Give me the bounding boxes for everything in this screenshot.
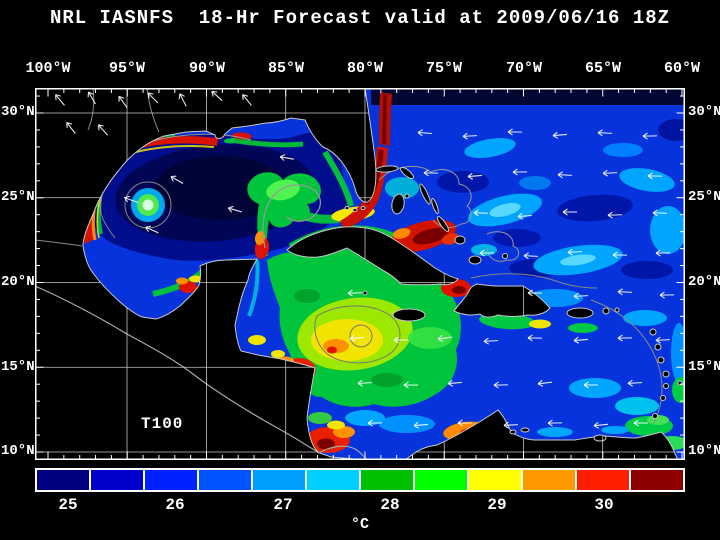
- colorbar-segment: [197, 470, 251, 490]
- lon-label: 100°W: [25, 60, 71, 77]
- lon-label: 80°W: [346, 60, 384, 77]
- colorbar-segment: [305, 470, 359, 490]
- lon-label: 85°W: [267, 60, 305, 77]
- lat-label: 20°N: [1, 274, 35, 290]
- colorbar-segment: [629, 470, 683, 490]
- lat-label: 30°N: [1, 104, 35, 120]
- lon-label: 95°W: [108, 60, 146, 77]
- map-frame: [35, 88, 685, 460]
- colorbar: [35, 468, 685, 492]
- lat-label: 25°N: [688, 189, 720, 205]
- colorbar-segment: [89, 470, 143, 490]
- island-puerto-rico: [566, 307, 594, 319]
- colorbar-tick-label: 30: [594, 496, 614, 514]
- island-jamaica: [392, 308, 426, 322]
- map-svg: T100: [35, 88, 685, 460]
- colorbar-tick-label: 29: [487, 496, 507, 514]
- lon-label: 60°W: [663, 60, 701, 77]
- colorbar-segment: [467, 470, 521, 490]
- colorbar-segment: [359, 470, 413, 490]
- bahamas-warm-patch: [389, 219, 460, 253]
- colorbar-segment: [521, 470, 575, 490]
- colorbar-segment: [143, 470, 197, 490]
- colorbar-units-label: °C: [350, 516, 370, 533]
- colorbar-segment: [413, 470, 467, 490]
- lat-label: 25°N: [1, 189, 35, 205]
- islands-layer: [286, 165, 683, 442]
- lat-label: 10°N: [1, 443, 35, 459]
- colorbar-tick-label: 25: [58, 496, 78, 514]
- lat-label: 30°N: [688, 104, 720, 120]
- colorbar-segment: [37, 470, 89, 490]
- lon-label: 70°W: [505, 60, 543, 77]
- figure-title: NRL IASNFS 18-Hr Forecast valid at 2009/…: [49, 7, 671, 29]
- north-dark-band: [371, 88, 685, 105]
- colorbar-tick-label: 26: [165, 496, 185, 514]
- lat-label: 10°N: [688, 443, 720, 459]
- lon-label: 65°W: [584, 60, 622, 77]
- depth-label: T100: [141, 415, 183, 433]
- lon-label: 75°W: [425, 60, 463, 77]
- axis-ticks: [36, 89, 684, 459]
- colorbar-tick-label: 27: [273, 496, 293, 514]
- lat-label: 15°N: [1, 359, 35, 375]
- lon-label: 90°W: [188, 60, 226, 77]
- lat-label: 15°N: [688, 359, 720, 375]
- gulf-eddy: [124, 181, 172, 229]
- colorbar-tick-label: 28: [380, 496, 400, 514]
- lat-label: 20°N: [688, 274, 720, 290]
- colorbar-segment: [575, 470, 629, 490]
- map-panel: T100: [35, 88, 685, 460]
- colorbar-segment: [251, 470, 305, 490]
